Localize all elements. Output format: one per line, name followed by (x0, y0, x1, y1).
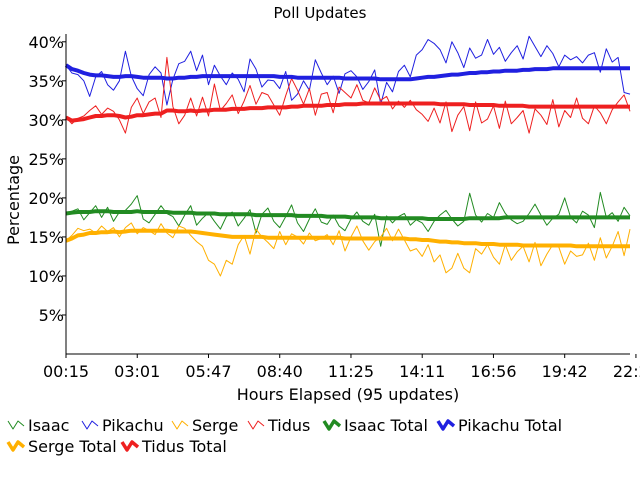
y-tick-label: 25% (28, 150, 64, 169)
x-axis-label: Hours Elapsed (95 updates) (237, 385, 460, 404)
series-line-pikachu-total (64, 63, 630, 82)
legend-item-isaac: Isaac (7, 416, 69, 435)
y-tick-label: 10% (28, 267, 64, 286)
legend-swatch-serge-total (6, 440, 26, 452)
legend-swatch-pikachu-total (436, 419, 456, 431)
series-line-pikachu (65, 35, 631, 106)
y-tick-label: 15% (28, 228, 64, 247)
legend-label-serge: Serge (192, 416, 238, 435)
chart-title: Poll Updates (274, 4, 367, 22)
x-tick-label: 19:42 (542, 362, 588, 381)
legend-item-isaac-total: Isaac Total (322, 416, 428, 435)
x-tick-label: 22:27 (613, 362, 640, 381)
legend-item-pikachu: Pikachu (81, 416, 164, 435)
x-tick-label: 05:47 (185, 362, 231, 381)
legend-item-tidus-total: Tidus Total (120, 437, 227, 456)
x-tick-label: 14:11 (399, 362, 445, 381)
x-axis-ticks: 00:15 03:01 05:47 08:40 11:25 14:11 16:56 19:42… (43, 354, 640, 381)
legend-swatch-tidus (247, 420, 265, 430)
y-axis-ticks: 5% 10% 15% 20% 25% 30% 35% 40% (28, 33, 66, 325)
legend-label-isaac: Isaac (28, 416, 69, 435)
legend-item-tidus: Tidus (247, 416, 310, 435)
legend-label-pikachu: Pikachu (102, 416, 164, 435)
legend-swatch-isaac (7, 420, 25, 430)
legend-swatch-tidus-total (120, 440, 140, 452)
legend-item-serge-total: Serge Total (6, 437, 117, 456)
legend-item-pikachu-total: Pikachu Total (436, 416, 562, 435)
x-tick-label: 16:56 (470, 362, 516, 381)
series-line-tidus-total (65, 101, 630, 123)
y-axis-label: Percentage (4, 155, 23, 245)
legend-label-pikachu-total: Pikachu Total (458, 416, 562, 435)
legend-label-serge-total: Serge Total (28, 437, 117, 456)
y-tick-label: 40% (28, 33, 64, 52)
legend-swatch-serge (171, 420, 189, 430)
series-layer (64, 35, 631, 277)
y-tick-label: 35% (28, 72, 64, 91)
legend-item-serge: Serge (171, 416, 238, 435)
y-tick-label: 20% (28, 189, 64, 208)
x-tick-label: 00:15 (43, 362, 89, 381)
y-tick-label: 30% (28, 111, 64, 130)
legend-swatch-pikachu (81, 420, 99, 430)
legend: Isaac Pikachu Serge Tidus Isaac Total Pikachu… (6, 416, 562, 456)
legend-label-isaac-total: Isaac Total (344, 416, 428, 435)
series-line-isaac-total (65, 209, 630, 221)
x-tick-label: 11:25 (328, 362, 374, 381)
x-tick-label: 08:40 (257, 362, 303, 381)
legend-label-tidus: Tidus (267, 416, 310, 435)
series-line-serge-total (65, 228, 630, 249)
legend-swatch-isaac-total (322, 419, 342, 431)
y-tick-label: 5% (39, 306, 64, 325)
legend-label-tidus-total: Tidus Total (141, 437, 227, 456)
x-tick-label: 03:01 (114, 362, 160, 381)
series-line-isaac (65, 191, 631, 247)
